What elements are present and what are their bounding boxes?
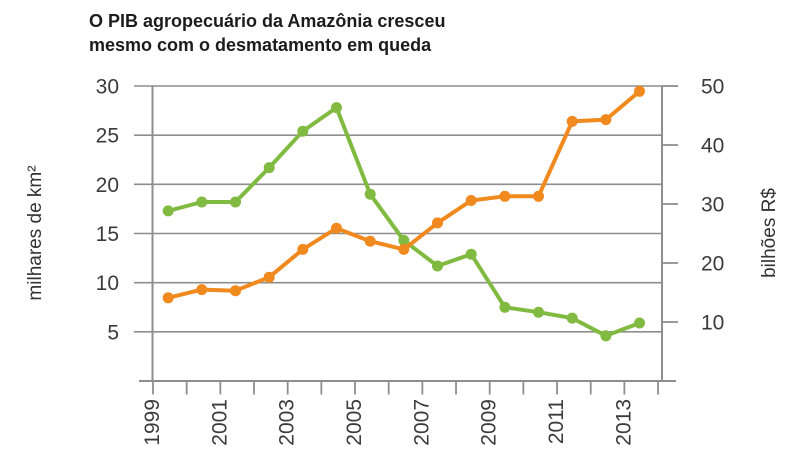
x-tick-label-2013: 2013 (612, 399, 635, 446)
x-axis-labels: 1999 2001 2003 2005 2007 2009 2011 2013 (141, 399, 635, 446)
desmatamento-point-2012 (600, 330, 612, 342)
desmatamento-point-2008 (465, 248, 477, 260)
chart-title-line1: O PIB agropecuário da Amazônia cresceu (89, 11, 446, 31)
right-axis-labels: 10 20 30 40 50 (701, 76, 724, 335)
pib-agropecuário-point-2006 (398, 243, 410, 255)
left-tick-label-10: 10 (96, 272, 119, 295)
pib-agropecuário-point-2004 (331, 222, 342, 234)
series-pib-agropecuário (162, 85, 645, 304)
left-tick-label-5: 5 (107, 321, 119, 344)
chart-title-line2: mesmo com o desmatamento em queda (89, 35, 432, 55)
gridlines (134, 85, 662, 333)
desmatamento-point-2002 (263, 162, 275, 174)
x-tick-label-2005: 2005 (343, 399, 366, 446)
right-tick-label-10: 10 (701, 312, 724, 335)
x-tick-label-2011: 2011 (545, 399, 568, 444)
right-tick-label-30: 30 (701, 194, 724, 217)
desmatamento-point-2001 (230, 196, 241, 208)
x-tick-label-2003: 2003 (276, 399, 299, 446)
series-desmatamento (162, 102, 645, 342)
axes (139, 86, 676, 382)
x-tick-label-2009: 2009 (478, 399, 501, 446)
pib-agropecuário-point-2005 (364, 235, 376, 247)
x-tick-label-1999: 1999 (141, 399, 164, 446)
desmatamento-point-2013 (634, 317, 645, 329)
x-tick-label-2001: 2001 (208, 399, 231, 446)
pib-agropecuário-point-2009 (499, 190, 511, 202)
pib-agropecuário-point-2002 (263, 271, 275, 283)
left-tick-label-15: 15 (96, 223, 119, 246)
desmatamento-point-2003 (297, 125, 309, 137)
desmatamento-point-2010 (533, 306, 544, 318)
pib-agropecuário-point-2010 (533, 190, 544, 202)
desmatamento-point-2007 (432, 260, 443, 272)
left-tick-label-30: 30 (96, 76, 119, 99)
desmatamento-point-2004 (331, 102, 342, 114)
right-tick-label-40: 40 (701, 135, 724, 158)
right-tick-label-50: 50 (701, 76, 724, 99)
desmatamento-point-1999 (162, 205, 174, 217)
desmatamento-line (166, 105, 642, 338)
desmatamento-point-2005 (364, 188, 376, 200)
left-tick-label-25: 25 (96, 125, 119, 148)
x-axis-ticks (152, 381, 659, 395)
pib-agropecuário-point-2012 (600, 114, 612, 126)
pib-agropecuário-point-2007 (432, 217, 443, 229)
left-tick-label-20: 20 (96, 174, 119, 197)
desmatamento-point-2000 (196, 196, 208, 208)
pib-agropecuário-point-2013 (634, 85, 645, 97)
desmatamento-point-2006 (398, 234, 410, 246)
x-tick-label-2007: 2007 (410, 399, 433, 446)
pib-agropecuário-point-2001 (230, 285, 241, 297)
pib-agropecuário-point-1999 (162, 292, 174, 304)
desmatamento-point-2009 (499, 301, 511, 313)
right-tick-label-20: 20 (701, 253, 724, 276)
left-axis-labels: 5 10 15 20 25 30 (96, 76, 119, 345)
pib-agropecuário-point-2000 (196, 284, 208, 296)
desmatamento-point-2011 (566, 312, 578, 324)
pib-agropecuário-point-2008 (465, 195, 477, 206)
pib-agropecuário-point-2011 (566, 115, 578, 127)
pib-agropecuário-point-2003 (297, 243, 309, 255)
right-axis-ticks (662, 85, 678, 323)
chart-title: O PIB agropecuário da Amazônia cresceu m… (89, 9, 445, 57)
